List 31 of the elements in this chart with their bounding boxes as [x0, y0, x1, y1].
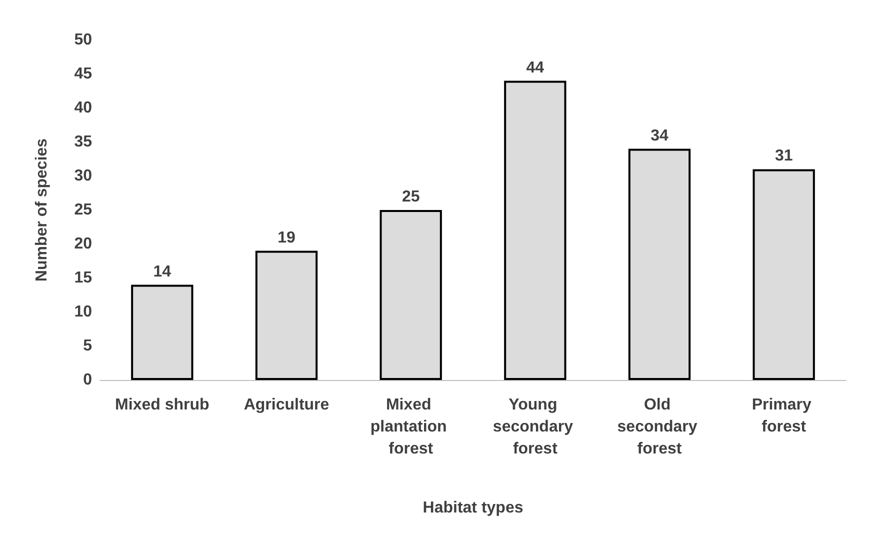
bar — [131, 284, 194, 380]
bar — [380, 210, 442, 380]
x-tick-label: Old secondary forest — [617, 396, 702, 458]
y-tick-label: 35 — [74, 134, 92, 150]
data-label: 19 — [278, 229, 296, 246]
y-tick-label: 0 — [83, 372, 92, 388]
data-label: 25 — [402, 188, 420, 206]
bar — [504, 80, 566, 380]
x-tick-label: Mixed plantation forest — [370, 396, 452, 458]
data-label: 31 — [774, 148, 793, 165]
x-tick-label: Agriculture — [244, 396, 330, 414]
data-label: 14 — [153, 263, 172, 280]
y-tick-label: 15 — [74, 270, 92, 286]
bar — [628, 148, 691, 380]
y-tick-label: 5 — [83, 338, 92, 354]
y-tick-label: 10 — [74, 304, 92, 320]
x-axis-title: Habitat types — [422, 500, 524, 516]
x-tick-label: Primary forest — [752, 396, 816, 436]
x-tick-label: Young secondary forest — [492, 396, 578, 458]
y-tick-label: 45 — [74, 66, 92, 82]
y-tick-label: 40 — [74, 100, 92, 116]
bar — [255, 250, 318, 380]
data-label: 34 — [650, 127, 668, 144]
y-tick-label: 50 — [74, 32, 92, 48]
bar — [752, 169, 815, 380]
y-axis-title: Number of species — [34, 138, 50, 282]
y-tick-label: 20 — [74, 236, 92, 252]
data-label: 44 — [526, 59, 544, 76]
y-tick-label: 30 — [74, 168, 92, 184]
x-tick-label: Mixed shrub — [115, 396, 210, 414]
y-tick-label: 25 — [74, 202, 92, 218]
